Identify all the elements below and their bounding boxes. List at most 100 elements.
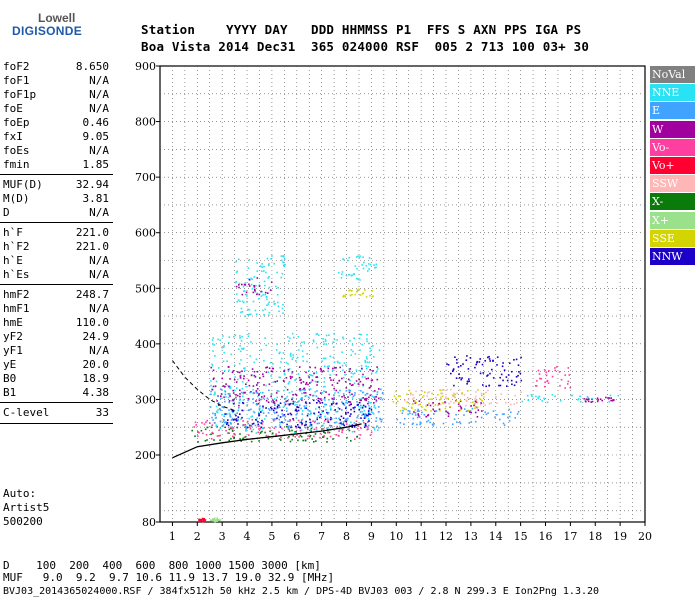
echo-point [236, 270, 238, 273]
echo-point [194, 421, 197, 424]
echo-point [237, 258, 240, 261]
echo-point [236, 387, 238, 389]
echo-point [266, 397, 269, 400]
echo-point [221, 406, 224, 408]
echo-point [345, 406, 347, 408]
echo-point [218, 429, 220, 431]
echo-point [232, 389, 234, 392]
echo-point [499, 376, 501, 379]
echo-point [308, 369, 310, 372]
echo-point [273, 402, 276, 405]
echo-point [307, 413, 309, 415]
echo-point [367, 424, 370, 427]
echo-point [231, 430, 234, 432]
echo-point [331, 369, 334, 372]
echo-point [262, 294, 264, 296]
echo-point [372, 412, 374, 414]
echo-point [360, 404, 362, 407]
echo-point [379, 418, 382, 421]
echo-point [330, 418, 333, 420]
param-separator [0, 402, 113, 403]
echo-point [458, 377, 461, 379]
echo-point [211, 363, 213, 366]
echo-point [349, 401, 352, 403]
echo-point [363, 424, 366, 426]
echo-point [323, 381, 326, 383]
echo-point [263, 397, 265, 400]
echo-point [318, 400, 321, 403]
echo-point [301, 410, 304, 412]
x-tick-label: 7 [318, 530, 325, 543]
echo-point [610, 397, 612, 399]
echo-point [271, 255, 273, 257]
echo-point [206, 439, 208, 441]
echo-point [204, 440, 207, 442]
echo-point [262, 375, 265, 378]
echo-point [329, 355, 332, 357]
echo-point [283, 370, 286, 372]
echo-point [453, 395, 456, 397]
legend-item: Vo- [650, 138, 695, 156]
echo-point [363, 421, 365, 424]
echo-point [288, 368, 291, 370]
echo-point [337, 391, 340, 394]
echo-point [361, 343, 363, 346]
echo-point [335, 421, 338, 423]
echo-point [332, 402, 335, 405]
echo-point [244, 435, 247, 438]
echo-point [465, 410, 468, 413]
echo-point [287, 413, 289, 416]
echo-point [348, 368, 351, 370]
echo-point [366, 338, 368, 340]
echo-point [481, 400, 483, 402]
echo-point [449, 400, 452, 403]
echo-point [302, 388, 304, 391]
echo-point [316, 418, 318, 421]
echo-point [342, 393, 345, 395]
echo-point [248, 279, 251, 281]
echo-point [297, 349, 300, 351]
echo-point [407, 413, 409, 416]
echo-point [363, 426, 366, 428]
echo-point [343, 258, 345, 261]
echo-point [537, 397, 539, 400]
echo-point [217, 338, 219, 341]
echo-point [406, 401, 408, 404]
echo-point [322, 343, 325, 346]
echo-point [242, 420, 244, 422]
echo-point [485, 413, 488, 416]
echo-point [249, 313, 251, 316]
echo-point [283, 265, 285, 267]
echo-point [211, 431, 213, 434]
echo-point [459, 409, 462, 411]
echo-point [342, 417, 345, 419]
echo-point [435, 396, 437, 399]
echo-point [295, 425, 297, 428]
echo-point [415, 401, 418, 404]
echo-point [287, 427, 290, 429]
echo-point [520, 379, 523, 382]
echo-point [351, 424, 354, 426]
echo-point [341, 396, 343, 398]
echo-point [373, 398, 376, 400]
param-key: hmF2 [3, 288, 30, 301]
echo-point [338, 417, 340, 420]
echo-point [228, 393, 231, 395]
echo-point [230, 353, 233, 356]
echo-point [359, 279, 361, 281]
echo-point [301, 423, 303, 426]
echo-point [334, 409, 336, 411]
echo-point [216, 411, 219, 414]
param-value: 24.9 [82, 330, 110, 343]
echo-point [408, 402, 411, 405]
echo-point [315, 408, 317, 410]
echo-point [481, 410, 483, 412]
echo-point [232, 410, 235, 412]
echo-point [330, 407, 332, 410]
echo-point [252, 300, 255, 303]
footer-distance-row: D 100 200 400 600 800 1000 1500 3000 [km… [3, 559, 321, 572]
echo-point [356, 277, 358, 280]
echo-point [517, 364, 520, 366]
param-value: 32.94 [75, 178, 109, 191]
echo-point [219, 408, 221, 410]
